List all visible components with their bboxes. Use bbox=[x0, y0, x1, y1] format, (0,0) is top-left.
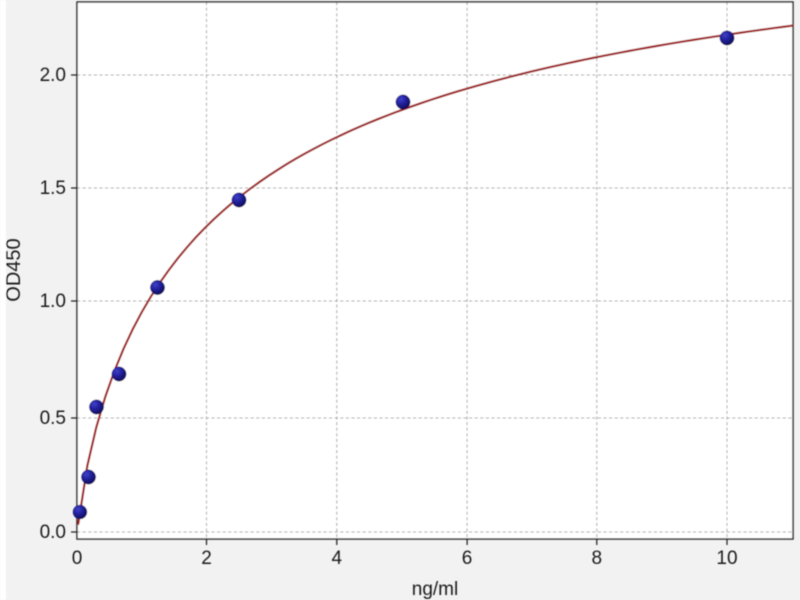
svg-text:8: 8 bbox=[592, 548, 603, 569]
svg-text:10: 10 bbox=[716, 548, 737, 569]
svg-text:1.5: 1.5 bbox=[40, 178, 66, 199]
svg-text:2: 2 bbox=[201, 548, 212, 569]
svg-text:0: 0 bbox=[72, 548, 83, 569]
svg-text:ng/ml: ng/ml bbox=[412, 579, 458, 600]
svg-text:0.0: 0.0 bbox=[40, 522, 66, 543]
svg-text:2.0: 2.0 bbox=[40, 65, 66, 86]
svg-text:OD450: OD450 bbox=[3, 238, 25, 301]
svg-text:1.0: 1.0 bbox=[40, 291, 66, 312]
svg-text:0.5: 0.5 bbox=[40, 408, 66, 429]
svg-text:6: 6 bbox=[462, 548, 473, 569]
svg-text:4: 4 bbox=[332, 548, 343, 569]
